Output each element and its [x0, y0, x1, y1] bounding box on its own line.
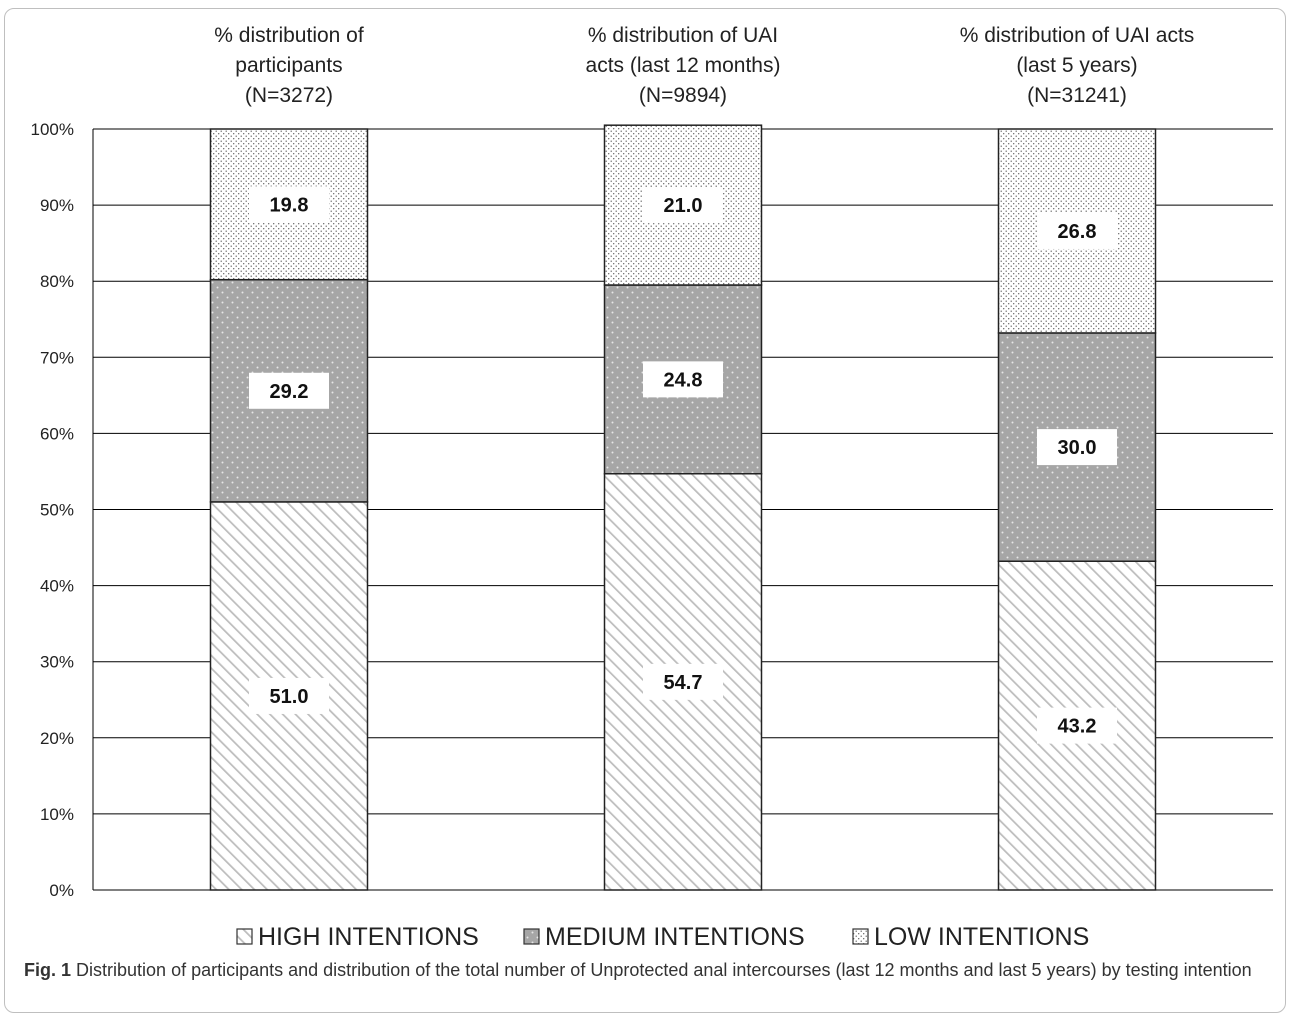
data-label-box — [643, 361, 723, 398]
y-tick-label: 40% — [40, 577, 74, 596]
legend-swatch — [852, 928, 869, 945]
y-tick-label: 30% — [40, 653, 74, 672]
y-tick-label: 60% — [40, 424, 74, 443]
legend-swatch — [523, 928, 540, 945]
legend-label: MEDIUM INTENTIONS — [545, 923, 805, 950]
data-label: 19.8 — [270, 194, 309, 216]
data-label-box — [1037, 429, 1117, 466]
y-tick-label: 0% — [49, 881, 74, 900]
category-title-line: acts (last 12 months) — [586, 54, 781, 77]
category-title-line: (N=31241) — [1027, 84, 1127, 107]
legend-swatch — [236, 928, 253, 945]
category-title-line: (N=3272) — [245, 84, 333, 107]
stacked-bar-chart: 0% 10% 20% 30% 40% 50% 60% 70% 80% 90% 100% % distr… — [31, 24, 1273, 950]
y-tick-label: 50% — [40, 501, 74, 520]
data-label-box — [249, 186, 329, 223]
bars — [209, 124, 1157, 891]
data-label: 54.7 — [664, 672, 703, 694]
data-label-box — [249, 372, 329, 409]
data-label: 24.8 — [664, 369, 703, 391]
category-title-line: % distribution of UAI acts — [960, 24, 1195, 47]
y-tick-label: 100% — [31, 120, 74, 139]
category-title-line: % distribution of UAI — [588, 24, 778, 47]
category-title-line: % distribution of — [214, 24, 364, 47]
chart-text: 0% 10% 20% 30% 40% 50% 60% 70% 80% 90% 100% % distr… — [31, 24, 1195, 900]
data-label: 43.2 — [1058, 716, 1097, 738]
y-tick-label: 80% — [40, 272, 74, 291]
category-title-line: (N=9894) — [639, 84, 727, 107]
data-label-box — [249, 677, 329, 714]
data-label-box — [1037, 212, 1117, 249]
data-label-box — [1037, 707, 1117, 744]
y-tick-label: 70% — [40, 348, 74, 367]
category-title-line: (last 5 years) — [1016, 54, 1137, 77]
legend-label: HIGH INTENTIONS — [258, 923, 479, 950]
data-label-box — [643, 663, 723, 700]
legend-label: LOW INTENTIONS — [874, 923, 1089, 950]
category-title-line: participants — [235, 54, 342, 77]
y-tick-label: 20% — [40, 729, 74, 748]
data-label-box — [643, 187, 723, 224]
data-label: 51.0 — [270, 686, 309, 708]
figure-label: Fig. 1 — [24, 960, 72, 980]
y-tick-label: 90% — [40, 196, 74, 215]
legend: HIGH INTENTIONS MEDIUM INTENTIONS LOW INTE… — [236, 923, 1089, 950]
figure-caption-text: Distribution of participants and distrib… — [76, 960, 1252, 980]
data-label: 29.2 — [270, 381, 309, 403]
bar-segment — [603, 472, 763, 891]
data-label: 26.8 — [1058, 221, 1097, 243]
data-label: 30.0 — [1058, 437, 1097, 459]
y-tick-label: 10% — [40, 805, 74, 824]
figure-frame — [4, 8, 1286, 1013]
figure-caption: Fig. 1 Distribution of participants and … — [24, 957, 1264, 983]
data-label: 21.0 — [664, 195, 703, 217]
